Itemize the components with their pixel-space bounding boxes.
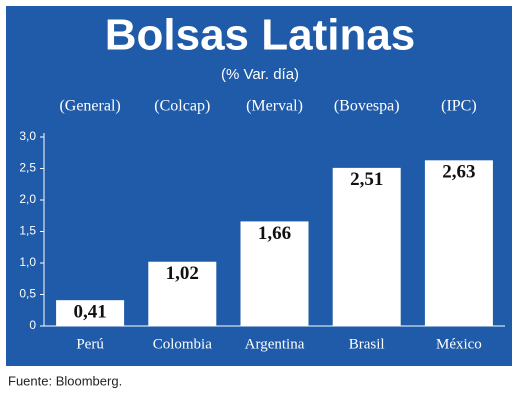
y-tick-label: 1,5 [19,224,36,238]
index-label: (General) [59,98,120,115]
x-tick-label: Argentina [245,336,305,352]
y-tick-label: 2,5 [19,161,36,175]
value-label: 2,63 [442,162,475,183]
bar [424,160,493,326]
x-tick-label: Brasil [349,336,385,352]
bar [240,221,309,326]
index-label: (Merval) [246,98,303,115]
value-label: 0,41 [73,302,106,323]
y-tick-label: 0 [29,318,36,332]
y-tick-label: 0,5 [19,287,36,301]
chart-title: Bolsas Latinas [105,11,416,60]
bar [56,300,125,326]
y-tick-label: 2,0 [19,192,36,206]
chart-subtitle: (% Var. día) [221,66,299,83]
bar [332,167,401,326]
y-tick-label: 1,0 [19,255,36,269]
y-tick-label: 3,0 [19,129,36,143]
value-label: 1,02 [166,263,199,284]
bar [148,261,217,326]
index-label: (IPC) [441,98,477,115]
x-tick-label: Colombia [153,336,213,352]
x-tick-label: Perú [76,336,104,352]
source: Fuente: Bloomberg. [8,373,122,388]
value-label: 1,66 [258,223,291,244]
x-tick-label: México [436,336,482,352]
index-label: (Bovespa) [334,98,400,115]
index-label: (Colcap) [154,98,210,115]
value-label: 2,51 [350,169,383,190]
